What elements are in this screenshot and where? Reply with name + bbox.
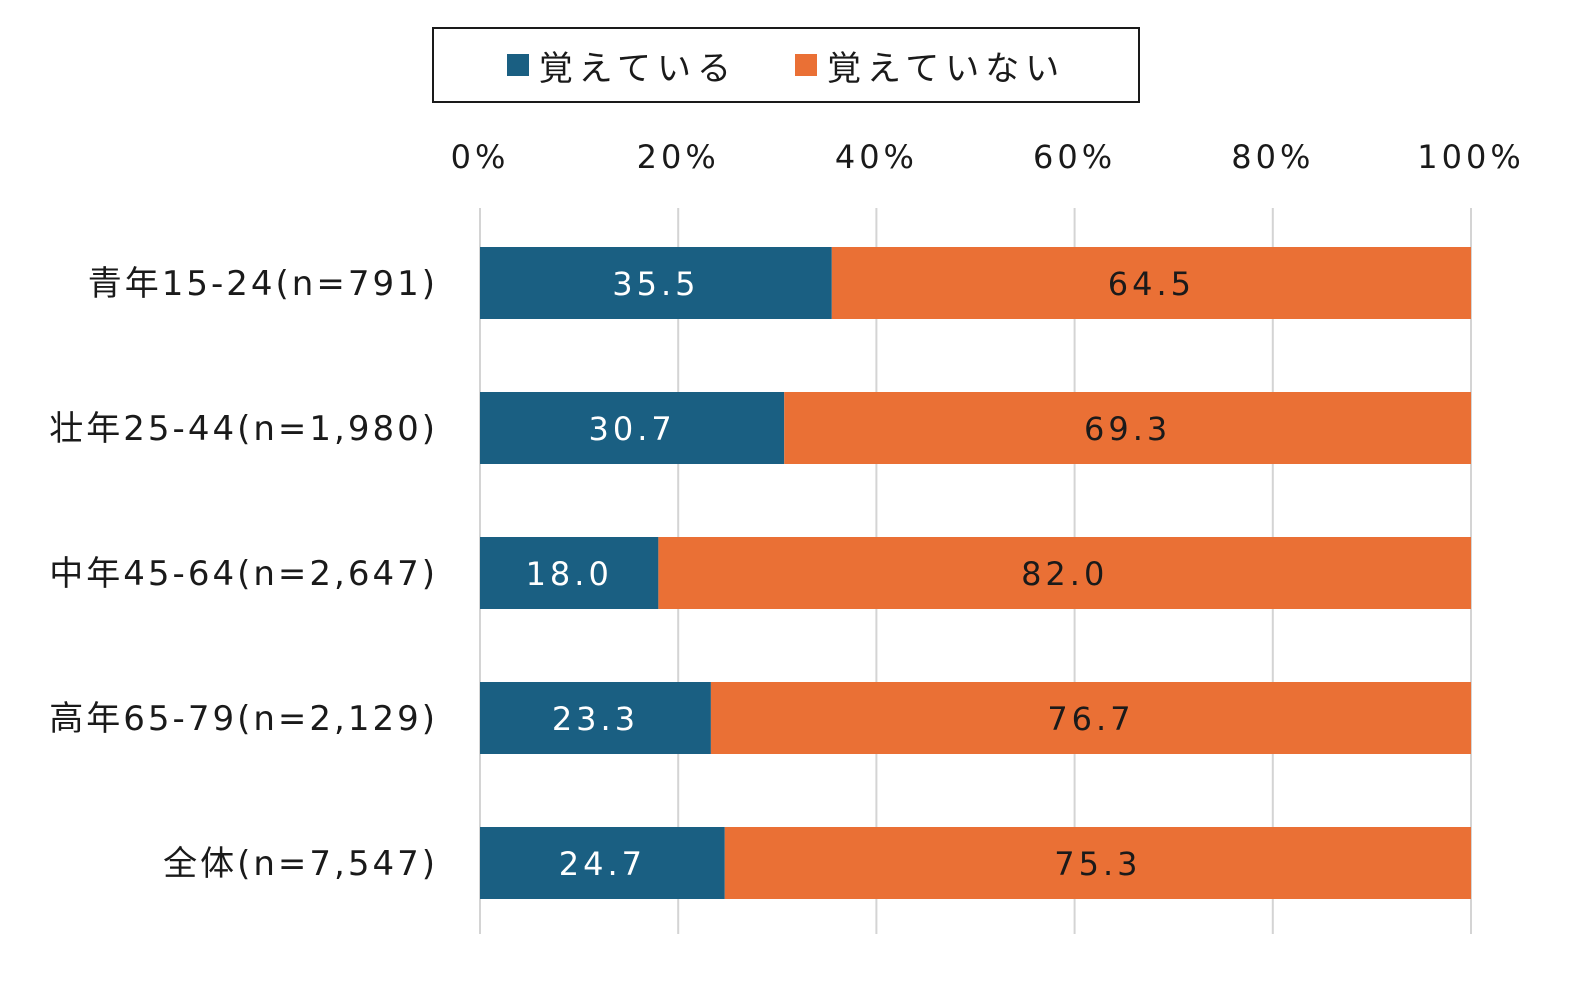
x-tick-label: 100% [1417,138,1524,176]
data-label: 18.0 [526,555,613,593]
data-label: 69.3 [1084,410,1171,448]
data-label: 35.5 [612,265,699,303]
chart-legend: 覚えている 覚えていない [432,27,1140,103]
bar-segment [480,247,832,319]
category-label: 青年15-24(n=791) [88,264,438,304]
data-label: 30.7 [588,410,675,448]
bar-segment [784,392,1471,464]
bar-segment [480,392,785,464]
x-tick-label: 40% [835,138,918,176]
x-tick-label: 60% [1033,138,1116,176]
bar-segment [480,537,659,609]
bar-segment [831,247,1471,319]
data-label: 24.7 [559,845,646,883]
category-label: 中年45-64(n=2,647) [49,554,438,594]
legend-label: 覚えていない [827,48,1066,89]
category-label: 全体(n=7,547) [163,844,438,884]
bar-segment [658,537,1471,609]
data-label: 23.3 [552,700,639,738]
legend-label: 覚えている [538,48,737,89]
bar-segment [480,682,711,754]
legend-item: 覚えている [506,41,737,90]
data-label: 76.7 [1047,700,1134,738]
data-label: 82.0 [1021,555,1108,593]
category-label: 壮年25-44(n=1,980) [49,409,438,449]
x-tick-label: 20% [637,138,720,176]
x-tick-label: 0% [451,138,510,176]
data-label: 75.3 [1054,845,1141,883]
legend-swatch [506,54,529,76]
bar-segment [480,827,725,899]
legend-item: 覚えていない [795,41,1065,90]
x-tick-label: 80% [1231,138,1314,176]
legend-swatch [795,54,817,76]
bar-segment [710,682,1471,754]
data-label: 64.5 [1108,265,1195,303]
category-label: 高年65-79(n=2,129) [49,699,438,739]
bar-segment [724,827,1471,899]
